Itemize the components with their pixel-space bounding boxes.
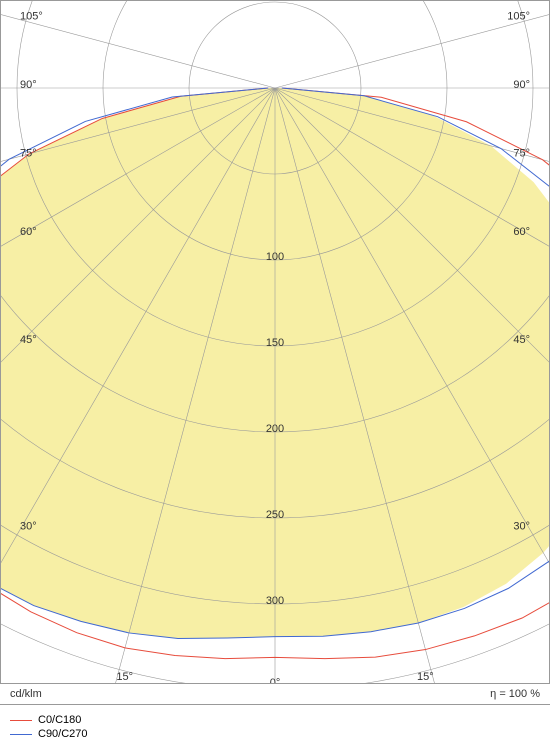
svg-text:90°: 90° <box>513 79 530 91</box>
svg-text:100: 100 <box>266 251 284 263</box>
svg-text:105°: 105° <box>507 11 530 23</box>
legend-item: C90/C270 <box>10 728 88 740</box>
legend-swatch <box>10 720 32 721</box>
svg-text:90°: 90° <box>20 79 37 91</box>
chart-canvas: 100 150 200 250 300 105° 105° 90° 90° 75° 75° 60° 60… <box>0 0 550 690</box>
svg-text:200: 200 <box>266 423 284 435</box>
efficiency-label: η = 100 % <box>490 688 540 700</box>
svg-text:75°: 75° <box>20 147 37 159</box>
svg-text:30°: 30° <box>513 521 530 533</box>
svg-text:45°: 45° <box>513 334 530 346</box>
chart-footer: cd/klm η = 100 % <box>0 683 550 705</box>
svg-text:105°: 105° <box>20 11 43 23</box>
legend-item: C0/C180 <box>10 714 88 726</box>
unit-label: cd/klm <box>10 688 42 700</box>
svg-text:15°: 15° <box>417 671 434 683</box>
svg-text:60°: 60° <box>20 226 37 238</box>
svg-text:45°: 45° <box>20 334 37 346</box>
legend-label: C90/C270 <box>38 728 88 740</box>
legend: C0/C180 C90/C270 <box>10 712 88 742</box>
svg-text:15°: 15° <box>116 671 133 683</box>
svg-text:150: 150 <box>266 337 284 349</box>
svg-text:75°: 75° <box>513 147 530 159</box>
svg-text:300: 300 <box>266 595 284 607</box>
legend-label: C0/C180 <box>38 714 81 726</box>
svg-text:30°: 30° <box>20 521 37 533</box>
svg-text:60°: 60° <box>513 226 530 238</box>
polar-chart: 100 150 200 250 300 105° 105° 90° 90° 75° 75° 60° 60… <box>0 0 550 750</box>
svg-text:250: 250 <box>266 509 284 521</box>
legend-swatch <box>10 734 32 735</box>
